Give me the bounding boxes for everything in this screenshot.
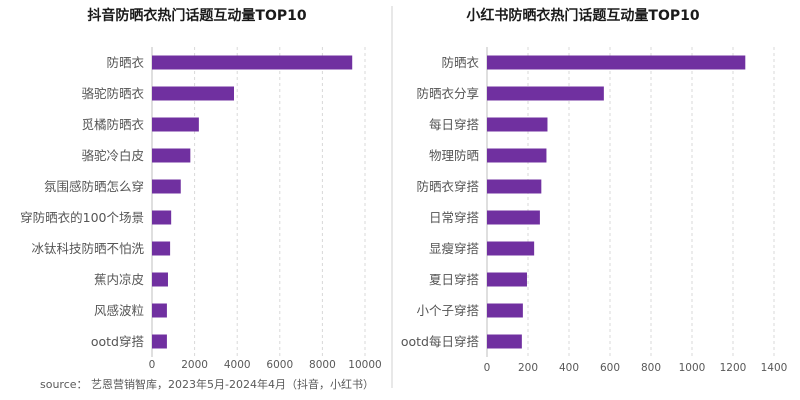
chart2-category-label: 小个子穿搭 <box>416 303 479 318</box>
chart2-x-tick-label: 0 <box>484 362 491 374</box>
chart1-category-label: 骆驼防晒衣 <box>81 86 144 101</box>
chart2-category-label: 显瘦穿搭 <box>429 241 480 256</box>
chart1-bar <box>152 210 172 225</box>
chart1-bar <box>152 272 168 287</box>
chart1-category-label: 骆驼冷白皮 <box>81 148 144 163</box>
chart1-category-label: 蕉内凉皮 <box>94 272 144 287</box>
chart1-title: 抖音防晒衣热门话题互动量TOP10 <box>87 7 306 24</box>
chart2-bar <box>487 210 540 225</box>
chart2-x-tick-label: 200 <box>518 362 538 374</box>
chart1-category-label: 冰钛科技防晒不怕洗 <box>31 241 144 256</box>
chart1-bar <box>152 303 167 318</box>
chart2-title: 小红书防晒衣热门话题互动量TOP10 <box>466 7 699 24</box>
chart1-bar <box>152 241 171 256</box>
chart2-bar <box>487 303 523 318</box>
chart1-x-tick-label: 10000 <box>348 359 381 371</box>
chart2-x-tick-label: 1200 <box>720 362 747 374</box>
chart2-category-label: 每日穿搭 <box>429 117 480 132</box>
chart1-category-label: 觅橘防晒衣 <box>81 117 144 132</box>
chart1-category-label: 防晒衣 <box>106 55 144 70</box>
chart2-bar <box>487 334 522 349</box>
chart2-x-tick-label: 400 <box>559 362 579 374</box>
chart2-bar <box>487 148 547 163</box>
chart1-x-tick-label: 0 <box>149 359 156 371</box>
chart2-bar <box>487 272 527 287</box>
chart2-category-label: 日常穿搭 <box>429 210 480 225</box>
chart2-category-label: 夏日穿搭 <box>429 272 480 287</box>
chart2-x-tick-label: 600 <box>600 362 620 374</box>
chart2-bar <box>487 179 542 194</box>
chart1-bar <box>152 117 199 132</box>
chart1-x-tick-label: 8000 <box>309 359 336 371</box>
chart2-x-tick-label: 1000 <box>679 362 706 374</box>
chart1-bar <box>152 86 235 101</box>
chart1-bar <box>152 334 167 349</box>
chart2-category-label: 防晒衣 <box>441 55 479 70</box>
chart1-category-label: ootd穿搭 <box>91 334 145 349</box>
chart1-bar <box>152 179 181 194</box>
chart2-bar <box>487 86 604 101</box>
chart1-x-tick-label: 4000 <box>224 359 251 371</box>
chart2-category-label: 防晒衣穿搭 <box>416 179 479 194</box>
chart1-x-tick-label: 6000 <box>266 359 293 371</box>
chart2-category-label: 物理防晒 <box>429 148 479 163</box>
chart2-bar <box>487 241 535 256</box>
chart1-bar <box>152 55 353 70</box>
source-note: source： 艺恩营销智库，2023年5月-2024年4月（抖音，小红书） <box>40 378 374 391</box>
chart1-x-tick-label: 2000 <box>181 359 208 371</box>
chart2-bar <box>487 55 746 70</box>
chart1-category-label: 氛围感防晒怎么穿 <box>44 179 144 194</box>
chart2-category-label: ootd每日穿搭 <box>401 334 480 349</box>
chart2-x-tick-label: 800 <box>641 362 661 374</box>
chart1-category-label: 穿防晒衣的100个场景 <box>20 210 144 225</box>
chart1-bar <box>152 148 191 163</box>
chart1-category-label: 风感波粒 <box>94 303 144 318</box>
chart2-x-tick-label: 1400 <box>761 362 788 374</box>
chart2-category-label: 防晒衣分享 <box>416 86 479 101</box>
chart2-bar <box>487 117 548 132</box>
